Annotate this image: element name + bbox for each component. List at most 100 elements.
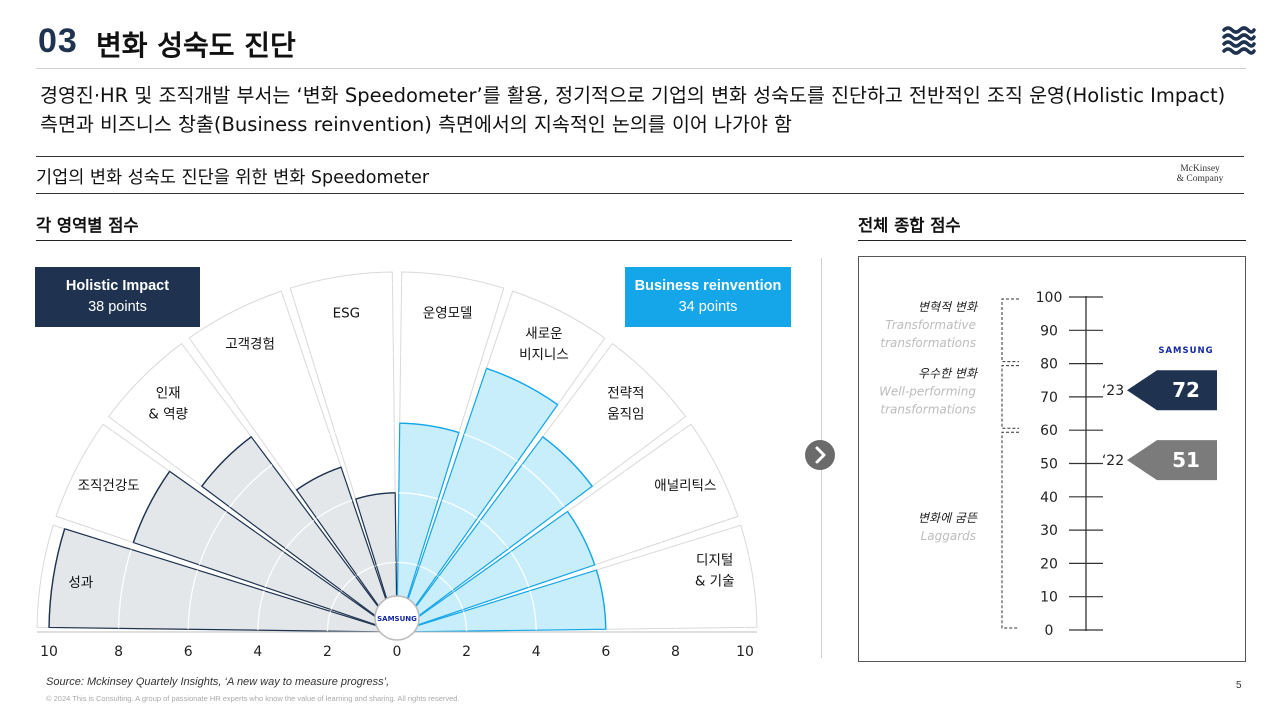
band-label-kr: 변화에 굼뜬 bbox=[918, 511, 978, 525]
marker-value: 51 bbox=[1172, 448, 1200, 472]
score-arc bbox=[595, 569, 607, 630]
score-arc bbox=[296, 466, 342, 491]
grid-arc bbox=[330, 591, 341, 610]
sector-label: 비지니스 bbox=[519, 347, 569, 363]
sector-label: ESG bbox=[333, 305, 361, 321]
sector-label: 애널리틱스 bbox=[654, 478, 716, 494]
intro-line-2: 측면과 비즈니스 창출(Business reinvention) 측면에서의 … bbox=[40, 113, 792, 136]
axis-tick-label: 4 bbox=[532, 644, 541, 660]
score-marker bbox=[1127, 370, 1217, 411]
scale-tick-label: 0 bbox=[1045, 623, 1054, 639]
source-note: Source: Mckinsey Quartely Insights, ‘A n… bbox=[46, 676, 390, 688]
marker-year: ‘23 bbox=[1102, 383, 1124, 399]
band-label-en: Transformative bbox=[885, 318, 976, 332]
grid-arc bbox=[276, 433, 331, 463]
sector-label: 운영모델 bbox=[423, 305, 473, 321]
axis-tick-label: 2 bbox=[462, 644, 471, 660]
sector-label: 움직임 bbox=[607, 407, 644, 423]
sector-label: & 기술 bbox=[695, 574, 735, 590]
grid-arc bbox=[284, 519, 315, 550]
band-bracket bbox=[1001, 298, 1019, 363]
scale-tick-label: 80 bbox=[1040, 357, 1058, 373]
grid-arc bbox=[529, 590, 537, 631]
right-panel-rule bbox=[858, 240, 1246, 241]
grid-arc bbox=[264, 551, 284, 588]
grid-arc bbox=[187, 569, 199, 630]
grid-arc bbox=[257, 590, 265, 631]
scale-tick-label: 20 bbox=[1040, 556, 1058, 572]
grid-arc bbox=[376, 561, 397, 567]
band-title: 기업의 변화 성숙도 진단을 위한 변화 Speedometer bbox=[36, 168, 430, 188]
band-top-rule bbox=[36, 156, 1244, 157]
axis-tick-label: 2 bbox=[323, 644, 332, 660]
grid-arc bbox=[198, 511, 228, 566]
band-label-en: transformations bbox=[880, 336, 976, 350]
band-label-kr: 우수한 변화 bbox=[918, 367, 978, 381]
grid-arc bbox=[340, 575, 356, 591]
header-divider bbox=[36, 68, 1246, 69]
grid-arc bbox=[397, 561, 418, 567]
grid-arc bbox=[117, 352, 190, 425]
sector-label: 조직건강도 bbox=[78, 478, 140, 494]
left-panel-subtitle: 각 영역별 점수 bbox=[36, 216, 139, 235]
grid-arc bbox=[400, 352, 480, 367]
band-label-kr: 변혁적 변화 bbox=[918, 300, 978, 314]
band-bracket bbox=[1001, 365, 1019, 429]
holistic-impact-title: Holistic Impact bbox=[65, 278, 170, 294]
marker-year: ‘22 bbox=[1102, 453, 1124, 469]
grid-arc bbox=[662, 549, 677, 629]
copyright-note: © 2024 This is Consulting. A group of pa… bbox=[46, 694, 460, 703]
band-bracket bbox=[1001, 431, 1019, 629]
grid-arc bbox=[680, 430, 728, 521]
sector-label: & 역량 bbox=[148, 407, 188, 423]
marker-value: 72 bbox=[1172, 378, 1200, 402]
right-panel-subtitle: 전체 종합 점수 bbox=[858, 216, 961, 235]
brand-wave-icon bbox=[1222, 24, 1256, 62]
axis-tick-label: 10 bbox=[736, 644, 754, 660]
mckinsey-logo-line2: & Company bbox=[1176, 174, 1224, 184]
grid-arc bbox=[563, 408, 621, 466]
grid-arc bbox=[623, 470, 662, 543]
axis-tick-label: 0 bbox=[393, 644, 402, 660]
grid-arc bbox=[462, 611, 468, 632]
score-arc bbox=[566, 511, 596, 566]
grid-arc bbox=[66, 430, 114, 521]
mckinsey-logo: McKinsey & Company bbox=[1160, 164, 1240, 184]
sector-label: 성과 bbox=[68, 575, 93, 591]
next-arrow-icon bbox=[805, 440, 835, 470]
holistic-impact-box: Holistic Impact 38 points bbox=[35, 267, 200, 327]
grid-arc bbox=[728, 528, 746, 628]
samsung-brand-label: SAMSUNG bbox=[1158, 346, 1213, 356]
sector-label: 전략적 bbox=[607, 386, 644, 402]
scale-tick-label: 10 bbox=[1040, 590, 1058, 606]
grid-arc bbox=[510, 551, 530, 588]
section-title: 변화 성숙도 진단 bbox=[96, 29, 296, 62]
score-arc bbox=[542, 436, 593, 487]
score-arc bbox=[355, 492, 396, 500]
overall-score-panel bbox=[858, 256, 1246, 662]
score-arc bbox=[132, 470, 171, 543]
score-arc bbox=[399, 422, 460, 434]
left-panel-rule bbox=[36, 240, 792, 241]
grid-arc bbox=[314, 352, 394, 367]
grid-arc bbox=[401, 283, 501, 301]
grid-arc bbox=[195, 301, 286, 349]
grid-arc bbox=[604, 352, 677, 425]
score-arc bbox=[486, 367, 559, 406]
axis-tick-label: 6 bbox=[601, 644, 610, 660]
business-reinvention-points: 34 points bbox=[678, 299, 738, 315]
mckinsey-logo-line1: McKinsey bbox=[1180, 164, 1220, 174]
sector-label: 인재 bbox=[156, 386, 181, 402]
axis-tick-label: 6 bbox=[184, 644, 193, 660]
grid-arc bbox=[453, 591, 464, 610]
grid-arc bbox=[398, 492, 439, 500]
grid-arc bbox=[441, 499, 478, 519]
sector-label: 디지털 bbox=[696, 553, 733, 569]
grid-arc bbox=[419, 565, 438, 576]
grid-arc bbox=[173, 408, 231, 466]
axis-tick-label: 8 bbox=[114, 644, 123, 660]
center-samsung-logo: SAMSUNG bbox=[377, 615, 417, 623]
grid-arc bbox=[334, 422, 395, 434]
band-label-en: Well-performing bbox=[879, 385, 976, 399]
